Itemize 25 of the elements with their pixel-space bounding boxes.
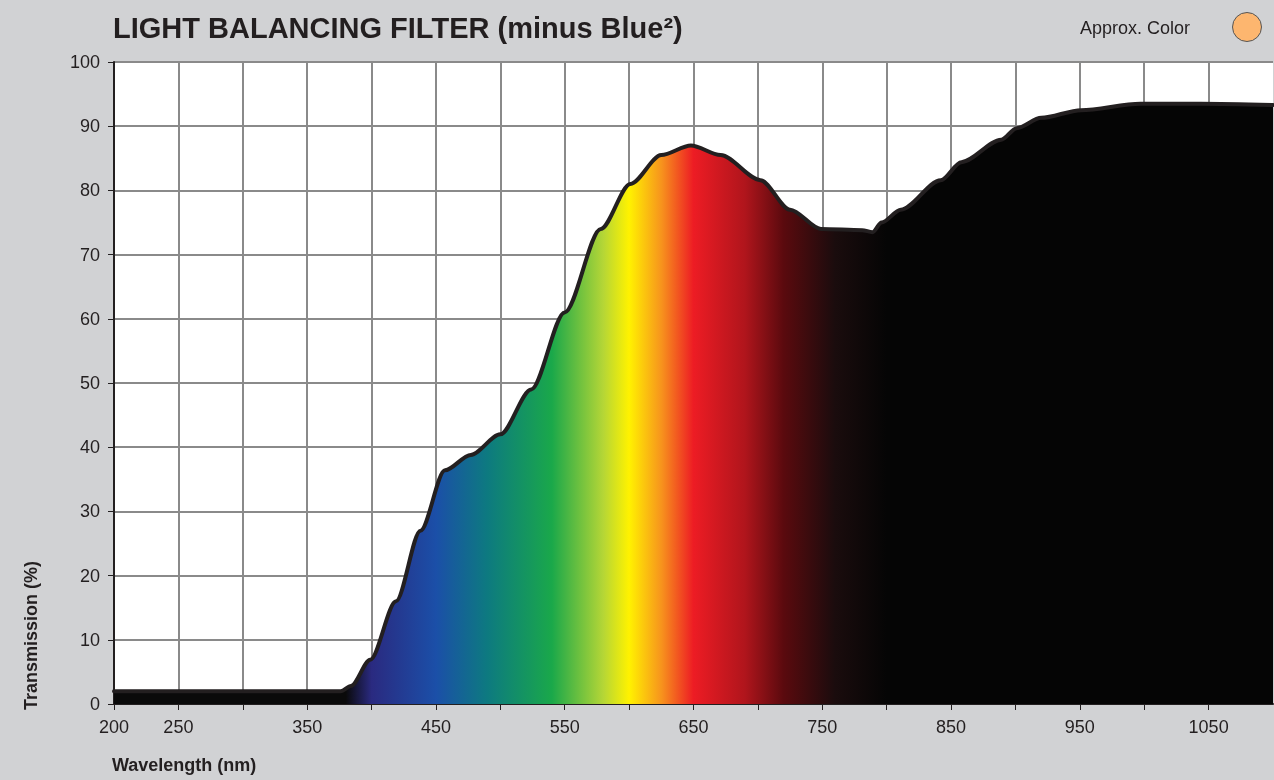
x-tick-label: 200: [98, 717, 130, 737]
x-tick-label: 750: [807, 717, 838, 737]
x-tick-label: 650: [678, 717, 709, 737]
text: Approx. Color: [1079, 18, 1190, 39]
x-tick-label: 250: [163, 717, 194, 737]
y-tick-label: 70: [79, 244, 100, 265]
y-tick-label: 50: [79, 373, 100, 393]
y-tick-label: 30: [79, 501, 100, 522]
y-tick-label: 80: [79, 180, 100, 201]
y-tick-label: 10: [79, 629, 100, 650]
y-tick-label: 20: [79, 565, 100, 586]
y-tick-label: 0: [89, 694, 100, 714]
y-tick-label: 60: [79, 308, 100, 329]
x-tick-label: 1050: [1188, 717, 1229, 737]
chart-title: LIGHT BALANCING FILTER (minus Blue²): [113, 11, 683, 44]
x-axis-title: Wavelength (nm): [112, 755, 257, 775]
x-tick-label: 850: [936, 717, 967, 737]
y-tick-label: 40: [79, 437, 100, 458]
y-tick-label: 90: [79, 116, 100, 137]
x-tick-label: 450: [420, 717, 451, 737]
x-tick-label: 350: [292, 717, 323, 737]
x-tick-label: 550: [549, 717, 580, 737]
y-tick-label: 100: [69, 52, 100, 72]
y-axis-title: Transmission (%): [21, 560, 41, 710]
x-tick-label: 950: [1064, 717, 1095, 737]
